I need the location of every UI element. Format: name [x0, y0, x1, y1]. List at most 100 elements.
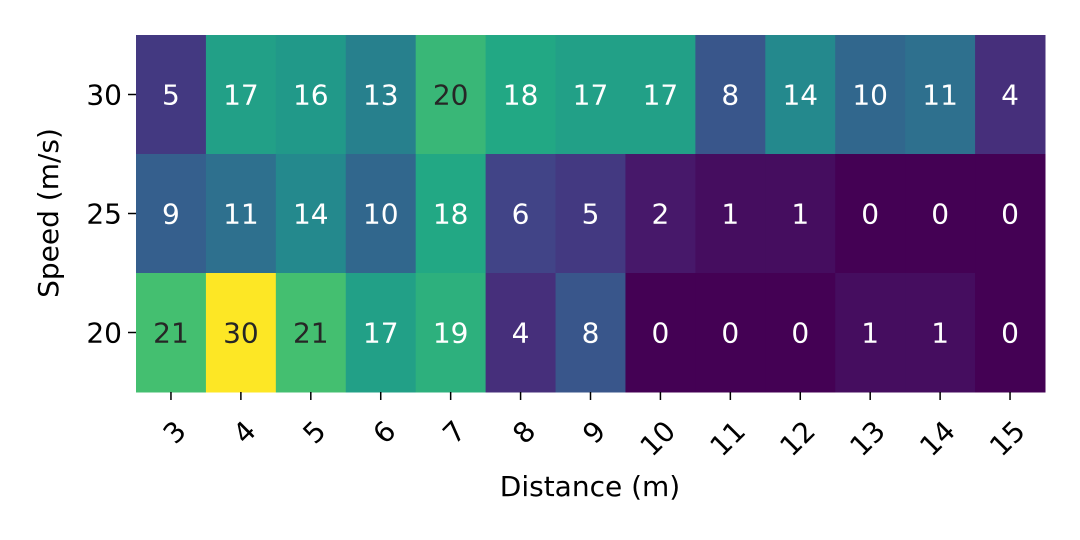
cell-value-label: 21 — [153, 317, 189, 350]
cell-value-label: 8 — [582, 317, 600, 350]
y-axis: 30 25 20 — [86, 79, 136, 350]
x-tick-label: 12 — [773, 414, 822, 463]
heatmap-cell — [975, 273, 1046, 393]
cell-value-label: 14 — [293, 198, 329, 231]
heatmap-cell — [485, 273, 557, 393]
heatmap-cell — [835, 35, 906, 155]
heatmap-cell — [555, 35, 626, 155]
heatmap-cell — [905, 273, 976, 393]
cell-value-label: 0 — [861, 198, 879, 231]
cell-value-label: 10 — [363, 198, 399, 231]
heatmap-cell — [205, 154, 277, 274]
heatmap-cell — [136, 154, 207, 274]
cell-value-label: 16 — [293, 79, 329, 112]
cell-value-label: 30 — [223, 317, 259, 350]
x-tick-label: 14 — [913, 414, 962, 463]
cell-value-label: 14 — [782, 79, 818, 112]
cell-value-label: 17 — [573, 79, 609, 112]
heatmap-cell — [485, 35, 557, 155]
cell-value-label: 5 — [162, 79, 180, 112]
heatmap-cell — [975, 154, 1046, 274]
cell-value-label: 17 — [223, 79, 259, 112]
heatmap-cell — [905, 154, 976, 274]
heatmap-cell — [136, 35, 207, 155]
y-tick-label: 30 — [86, 79, 122, 112]
heatmap-cell — [485, 154, 557, 274]
heatmap-cell — [695, 273, 766, 393]
heatmap-cell — [345, 273, 417, 393]
heatmap-cell — [275, 273, 347, 393]
cell-value-label: 0 — [652, 317, 670, 350]
x-tick-label: 13 — [843, 414, 892, 463]
heatmap-cell — [275, 35, 347, 155]
heatmap-cell — [835, 154, 906, 274]
heatmap-cell — [415, 273, 487, 393]
heatmap-cell — [415, 35, 487, 155]
x-axis-label: Distance (m) — [500, 470, 680, 503]
cell-value-label: 0 — [791, 317, 809, 350]
cell-value-label: 17 — [643, 79, 679, 112]
heatmap-cell — [695, 35, 766, 155]
cell-value-label: 1 — [861, 317, 879, 350]
cell-value-label: 5 — [582, 198, 600, 231]
cell-value-label: 0 — [721, 317, 739, 350]
cell-value-label: 10 — [852, 79, 888, 112]
y-tick-label: 20 — [86, 317, 122, 350]
heatmap-cell — [625, 35, 696, 155]
cell-value-label: 20 — [433, 79, 469, 112]
x-tick-label: 4 — [227, 414, 263, 450]
cell-value-label: 1 — [791, 198, 809, 231]
y-axis-label: Speed (m/s) — [32, 128, 65, 298]
heatmap-cell — [345, 154, 417, 274]
cell-value-label: 17 — [363, 317, 399, 350]
heatmap-cell — [975, 35, 1046, 155]
heatmap-cell — [205, 273, 277, 393]
cell-value-label: 6 — [512, 198, 530, 231]
heatmap-cell — [415, 154, 487, 274]
cell-value-label: 18 — [433, 198, 469, 231]
x-tick-label: 5 — [297, 414, 333, 450]
y-tick-label: 25 — [86, 198, 122, 231]
cell-value-label: 18 — [503, 79, 539, 112]
cell-value-label: 0 — [931, 198, 949, 231]
heatmap-cell — [555, 154, 626, 274]
cell-value-label: 13 — [363, 79, 399, 112]
x-tick-label: 10 — [634, 414, 683, 463]
heatmap-cell — [765, 154, 836, 274]
cell-value-label: 1 — [721, 198, 739, 231]
x-tick-label: 6 — [366, 414, 402, 450]
x-tick-label: 7 — [436, 414, 472, 450]
cell-value-label: 21 — [293, 317, 329, 350]
heatmap-cell — [555, 273, 626, 393]
cell-value-label: 11 — [922, 79, 958, 112]
heatmap-cell — [625, 273, 696, 393]
cell-value-label: 8 — [721, 79, 739, 112]
cell-value-label: 4 — [512, 317, 530, 350]
heatmap-cell — [345, 35, 417, 155]
heatmap-cells: 5 17 16 13 20 18 17 17 8 14 10 11 49 11 14 10 18 6 5 2 1 1 0 0 0… — [136, 35, 1046, 393]
cell-value-label: 4 — [1001, 79, 1019, 112]
heatmap-cell — [205, 35, 277, 155]
cell-value-label: 19 — [433, 317, 469, 350]
x-axis: 3 4 5 6 7 8 9 10 11 12 13 14 15 — [157, 392, 1032, 463]
cell-value-label: 9 — [162, 198, 180, 231]
x-tick-label: 8 — [506, 414, 542, 450]
cell-value-label: 1 — [931, 317, 949, 350]
cell-value-label: 0 — [1001, 317, 1019, 350]
heatmap-cell — [835, 273, 906, 393]
heatmap-cell — [695, 154, 766, 274]
x-tick-label: 9 — [576, 414, 612, 450]
cell-value-label: 0 — [1001, 198, 1019, 231]
heatmap-cell — [625, 154, 696, 274]
x-tick-label: 3 — [157, 414, 193, 450]
cell-value-label: 2 — [652, 198, 670, 231]
heatmap-cell — [905, 35, 976, 155]
heatmap-cell — [765, 273, 836, 393]
heatmap-cell — [765, 35, 836, 155]
x-tick-label: 11 — [703, 414, 752, 463]
cell-value-label: 11 — [223, 198, 259, 231]
x-tick-label: 15 — [983, 414, 1032, 463]
heatmap-cell — [136, 273, 207, 393]
heatmap-cell — [275, 154, 347, 274]
